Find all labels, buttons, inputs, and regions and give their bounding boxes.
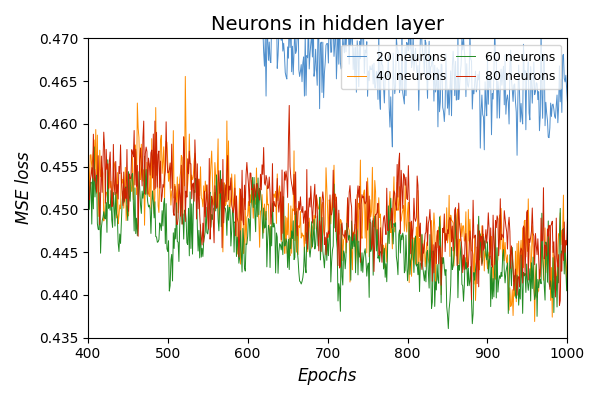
60 neurons <box>564 272 571 277</box>
80 neurons <box>242 172 250 177</box>
80 neurons <box>533 243 540 248</box>
20 neurons <box>437 62 445 66</box>
40 neurons <box>243 215 250 220</box>
Line: 20 neurons: 20 neurons <box>260 0 568 155</box>
40 neurons <box>531 319 538 324</box>
Y-axis label: MSE loss: MSE loss <box>15 152 33 224</box>
40 neurons <box>174 174 181 179</box>
80 neurons <box>115 196 122 201</box>
40 neurons <box>84 194 91 199</box>
Line: 60 neurons: 60 neurons <box>88 147 568 328</box>
40 neurons <box>564 252 571 256</box>
60 neurons <box>175 240 182 244</box>
20 neurons <box>564 99 571 104</box>
60 neurons <box>91 144 98 149</box>
Line: 40 neurons: 40 neurons <box>88 76 568 322</box>
20 neurons <box>514 153 521 158</box>
20 neurons <box>539 116 546 121</box>
20 neurons <box>511 82 518 86</box>
80 neurons <box>564 217 571 222</box>
80 neurons <box>286 103 293 108</box>
20 neurons <box>476 69 483 74</box>
X-axis label: Epochs: Epochs <box>298 367 357 385</box>
40 neurons <box>533 295 541 300</box>
80 neurons <box>84 167 91 172</box>
60 neurons <box>468 298 475 302</box>
40 neurons <box>550 275 557 280</box>
60 neurons <box>243 242 250 247</box>
80 neurons <box>550 250 557 255</box>
20 neurons <box>422 38 429 42</box>
40 neurons <box>115 221 122 226</box>
20 neurons <box>379 62 386 66</box>
Line: 80 neurons: 80 neurons <box>88 106 568 305</box>
Title: Neurons in hidden layer: Neurons in hidden layer <box>211 15 444 34</box>
60 neurons <box>550 310 557 315</box>
60 neurons <box>445 326 452 331</box>
80 neurons <box>467 238 475 243</box>
40 neurons <box>467 235 475 240</box>
80 neurons <box>174 222 181 227</box>
60 neurons <box>115 249 122 254</box>
60 neurons <box>84 200 91 204</box>
40 neurons <box>182 74 189 79</box>
Legend: 20 neurons, 40 neurons, 60 neurons, 80 neurons: 20 neurons, 40 neurons, 60 neurons, 80 n… <box>341 44 561 89</box>
80 neurons <box>556 303 563 308</box>
60 neurons <box>533 314 541 319</box>
